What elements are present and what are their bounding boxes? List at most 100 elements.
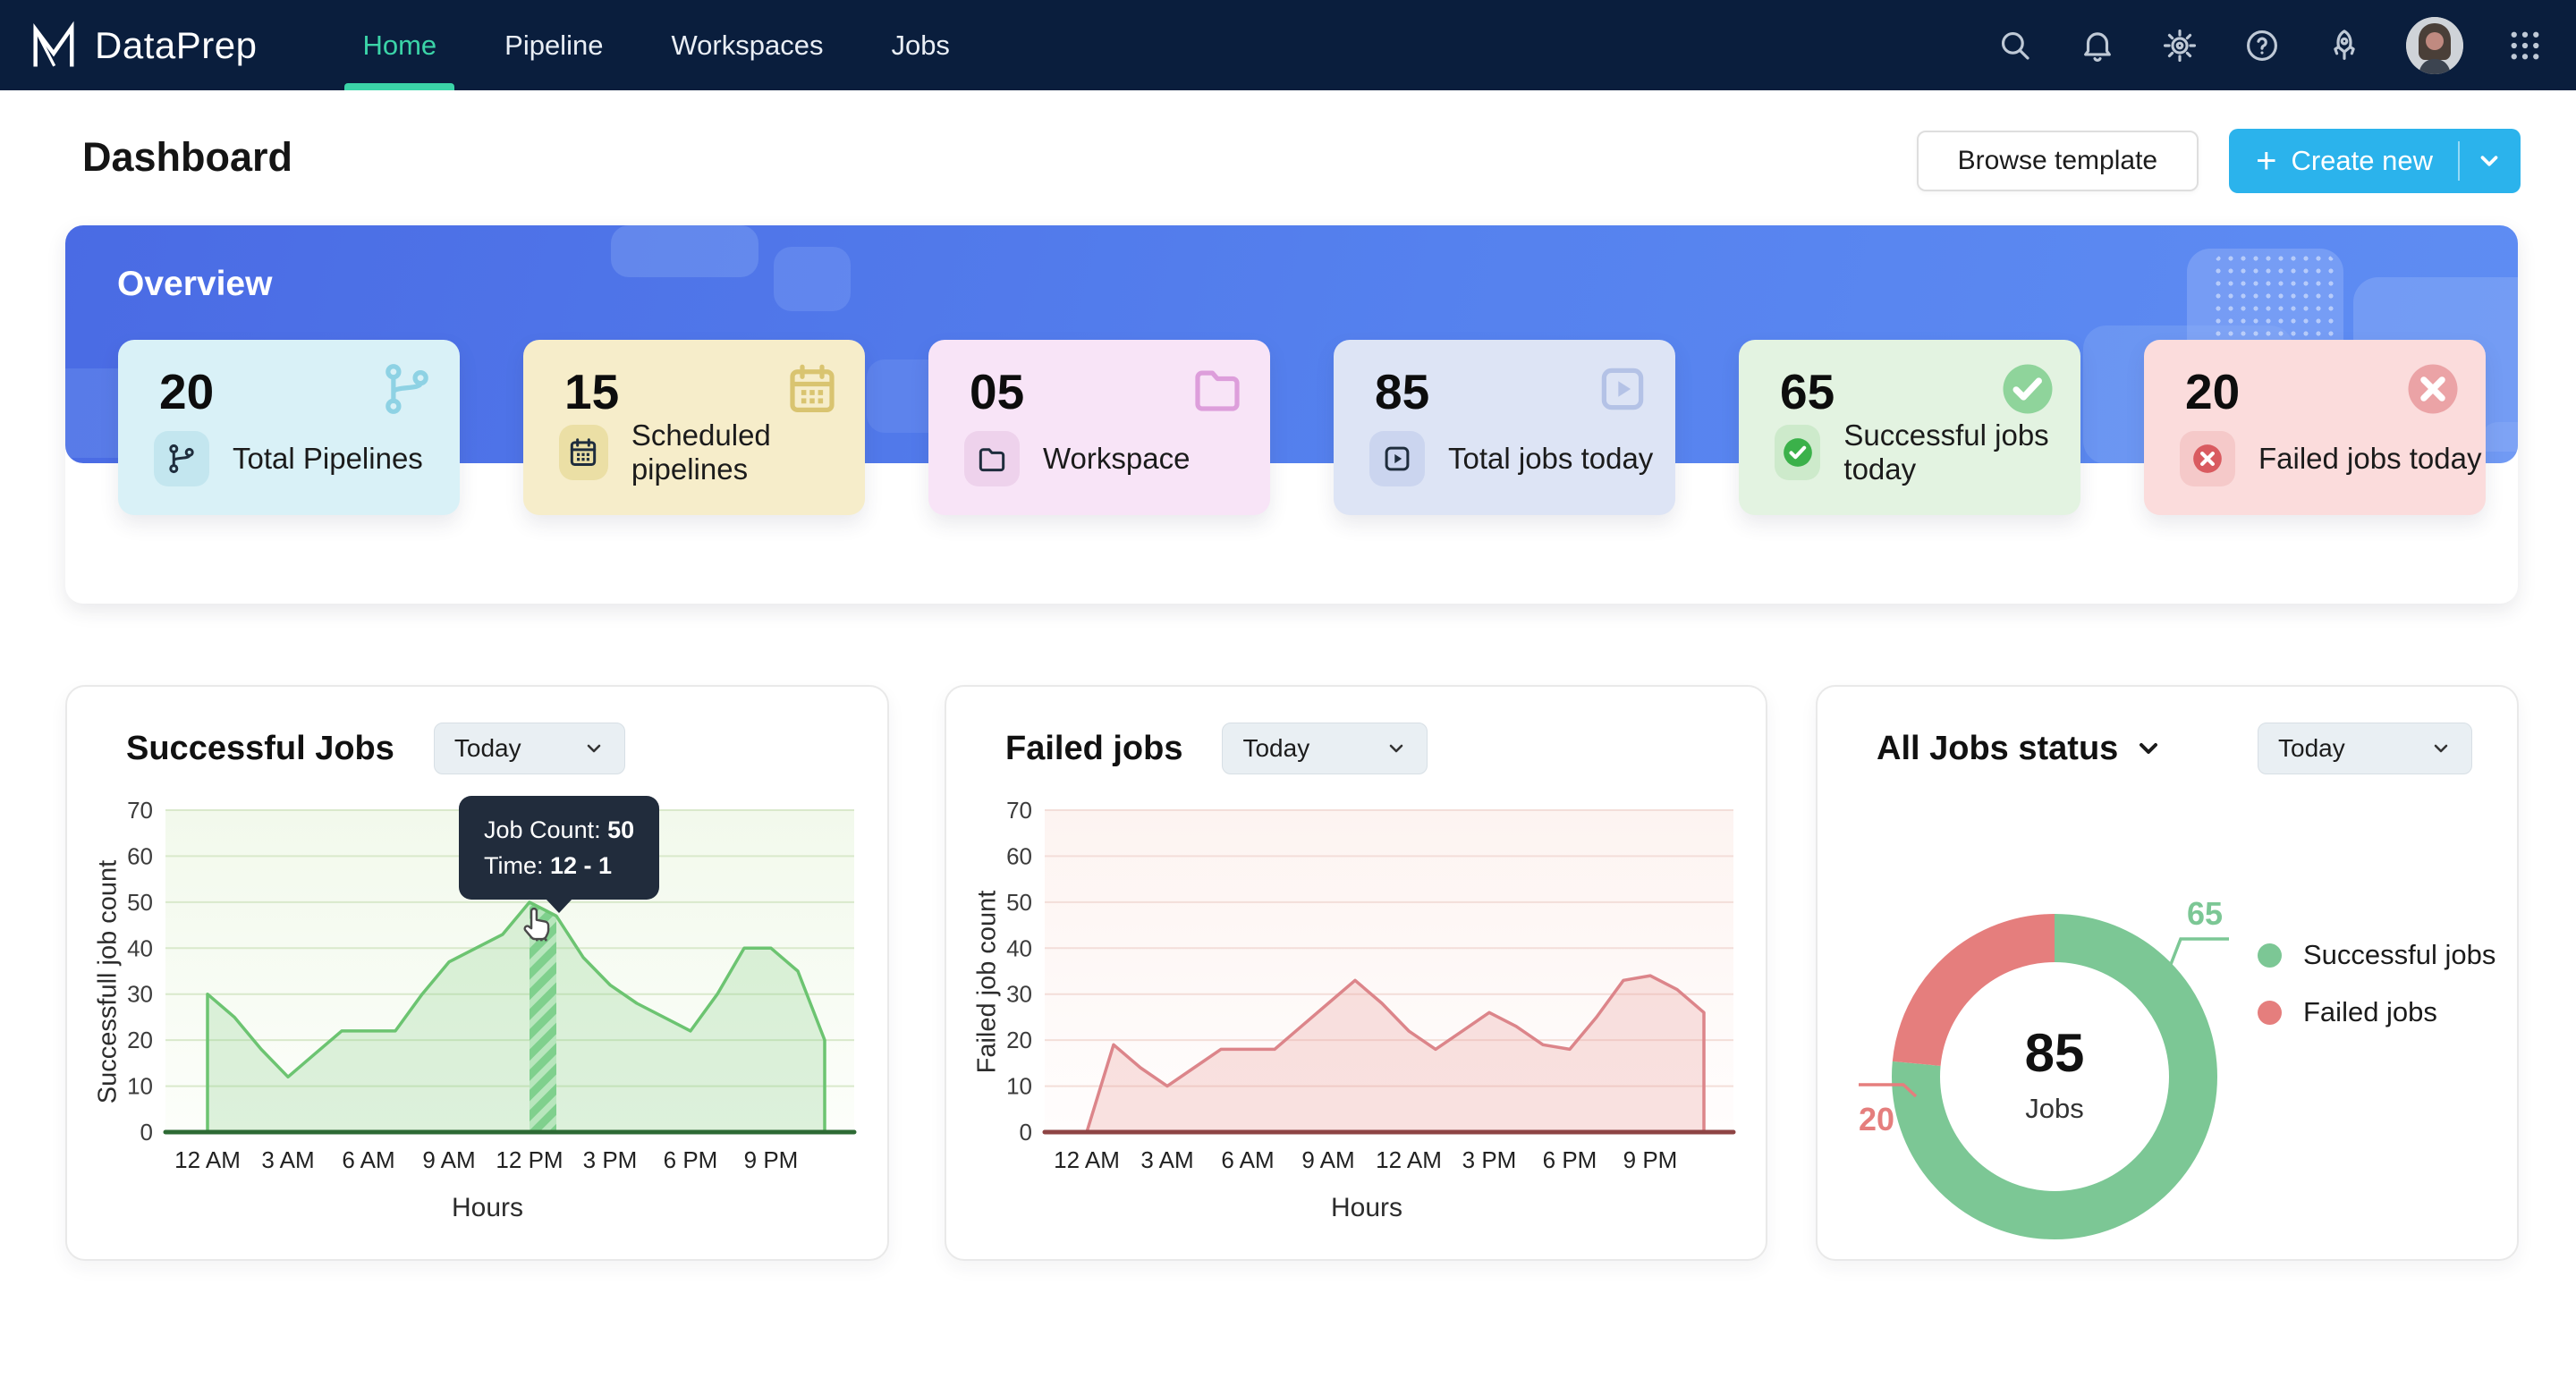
overview-cards: 20 Total Pipelines 15 Scheduled pipelines 05… [118,340,2486,515]
svg-text:20: 20 [1006,1027,1032,1053]
tab-jobs[interactable]: Jobs [891,30,950,61]
notifications-button[interactable] [2077,25,2118,66]
page-title: Dashboard [82,134,293,180]
help-button[interactable] [2241,25,2283,66]
all-jobs-status-card: All Jobs status Today 85 Jobs 65 20 Success… [1816,685,2519,1261]
svg-text:40: 40 [127,934,153,961]
legend-dot-successful [2258,943,2282,968]
chevron-down-icon[interactable] [2476,148,2503,174]
whats-new-button[interactable] [2324,25,2365,66]
svg-text:0: 0 [1020,1119,1032,1146]
period-dropdown[interactable]: Today [433,723,625,774]
avatar-photo [2406,16,2463,74]
svg-text:10: 10 [127,1073,153,1100]
svg-text:10: 10 [1006,1073,1032,1100]
chevron-down-icon [1390,744,1403,753]
svg-text:6 AM: 6 AM [1221,1146,1274,1173]
banner-decoration [611,225,758,277]
tooltip-value: 12 - 1 [550,852,613,879]
failed-jobs-card: Failed jobs Today Failed job count 0 10 20… [945,685,1767,1261]
svg-text:70: 70 [127,799,153,824]
overview-title: Overview [117,265,273,303]
svg-text:12 PM: 12 PM [496,1146,563,1173]
folder-badge-icon [964,431,1020,486]
panel-header: All Jobs status Today [1818,687,2517,774]
check-badge-icon [1775,425,1821,480]
svg-text:6 PM: 6 PM [664,1146,718,1173]
overview-card-check[interactable]: 65 Successful jobs today [1739,340,2080,515]
bell-icon [2084,31,2111,62]
chart-tooltip: Job Count: 50 Time: 12 - 1 [459,796,660,913]
jobs-badge-icon [1369,431,1425,486]
svg-text:6 AM: 6 AM [342,1146,394,1173]
pipeline-icon [377,359,436,418]
period-dropdown[interactable]: Today [2258,723,2472,774]
create-new-label: Create new [2291,145,2433,176]
tab-workspaces[interactable]: Workspaces [671,30,824,61]
button-divider [2458,141,2460,181]
tooltip-label: Job Count: [484,816,601,843]
svg-text:3 PM: 3 PM [583,1146,638,1173]
apps-grid-button[interactable] [2504,25,2546,66]
create-new-button[interactable]: + Create new [2229,129,2521,193]
chevron-down-icon[interactable] [2134,734,2163,763]
overview-card-cross[interactable]: 20 Failed jobs today [2144,340,2486,515]
cross-badge-icon [2180,431,2235,486]
card-value: 05 [970,364,1025,419]
svg-text:9 AM: 9 AM [422,1146,475,1173]
jobs-status-donut-chart[interactable]: 85 Jobs 65 20 [1818,782,2521,1256]
chart-title: Successful Jobs [126,729,394,767]
chart-title: All Jobs status [1877,729,2119,767]
calendar-icon [783,359,842,418]
svg-text:30: 30 [127,981,153,1008]
dataprep-logo-icon [33,21,74,66]
card-label: Total jobs today [1448,442,1654,475]
failed-jobs-chart[interactable]: 0 10 20 30 40 50 60 70 12 AM 3 AM 6 AM 9 AM 12 AM 3 P… [982,799,1751,1175]
svg-text:85: 85 [2025,1023,2085,1083]
successful-jobs-card: Successful Jobs Today Successfull job co… [65,685,889,1261]
user-avatar[interactable] [2406,16,2463,74]
svg-text:9 PM: 9 PM [744,1146,799,1173]
banner-decoration [774,247,851,311]
question-icon [2247,30,2277,61]
svg-text:40: 40 [1006,934,1032,961]
card-label: Total Pipelines [233,442,423,475]
settings-button[interactable] [2159,25,2200,66]
svg-text:6 PM: 6 PM [1543,1146,1597,1173]
cross-icon [2403,359,2462,418]
tooltip-value: 50 [607,816,635,843]
svg-text:70: 70 [1006,799,1032,824]
browse-template-button[interactable]: Browse template [1916,131,2199,191]
card-label: Scheduled pipelines [631,418,771,486]
period-dropdown[interactable]: Today [1222,723,1428,774]
chart-title: Failed jobs [1005,729,1183,767]
tab-home[interactable]: Home [344,0,454,90]
apps-grid-icon [2511,31,2539,59]
svg-text:9 AM: 9 AM [1301,1146,1354,1173]
search-icon [2001,31,2029,60]
card-value: 15 [564,364,620,419]
period-value: Today [1242,734,1310,762]
card-label: Successful jobs today [1843,418,2049,486]
overview-card-folder[interactable]: 05 Workspace [928,340,1270,515]
overview-card-jobs[interactable]: 85 Total jobs today [1334,340,1675,515]
app-logo[interactable]: DataPrep [27,20,257,72]
tab-pipeline[interactable]: Pipeline [504,30,604,61]
panel-header: Failed jobs Today [946,687,1766,774]
svg-text:60: 60 [1006,842,1032,869]
svg-text:30: 30 [1006,981,1032,1008]
chevron-down-icon [2434,744,2448,753]
overview-section: Overview 20 Total Pipelines 15 Scheduled pi… [65,225,2518,604]
jobs-icon [1593,359,1652,418]
nav-actions [1995,16,2546,74]
legend-label: Successful jobs [2303,939,2496,970]
svg-text:12 AM: 12 AM [174,1146,241,1173]
svg-text:3 AM: 3 AM [1140,1146,1193,1173]
svg-text:50: 50 [127,889,153,916]
chart-legend: Successful jobs Failed jobs [2258,939,2496,1028]
svg-text:50: 50 [1006,889,1032,916]
search-button[interactable] [1995,25,2036,66]
overview-card-pipeline[interactable]: 20 Total Pipelines [118,340,460,515]
overview-card-calendar[interactable]: 15 Scheduled pipelines [523,340,865,515]
svg-text:20: 20 [1859,1101,1894,1137]
